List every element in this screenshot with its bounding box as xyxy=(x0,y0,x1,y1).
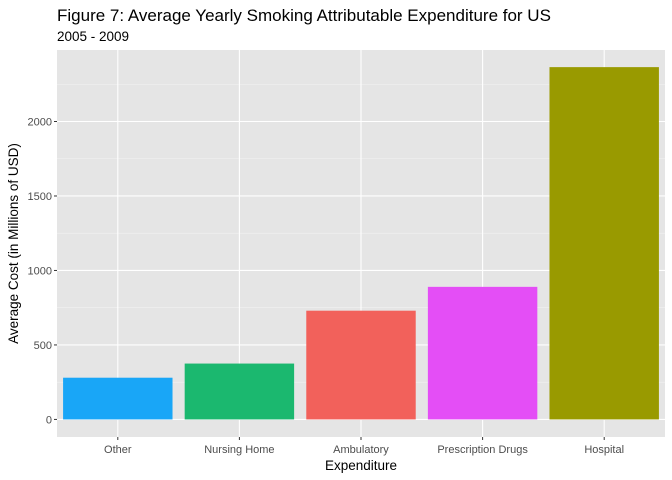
y-tick-label: 0 xyxy=(46,414,52,426)
x-axis-title: Expenditure xyxy=(325,458,397,473)
chart-subtitle: 2005 - 2009 xyxy=(57,29,130,44)
bar-ambulatory xyxy=(306,310,416,420)
y-axis: 0 500 1000 1500 2000 xyxy=(28,117,57,426)
chart-title: Figure 7: Average Yearly Smoking Attribu… xyxy=(57,6,551,25)
x-tick-label: Ambulatory xyxy=(333,444,389,456)
x-tick-label: Prescription Drugs xyxy=(437,444,528,456)
x-tick-label: Hospital xyxy=(584,444,624,456)
x-tick-label: Nursing Home xyxy=(204,444,274,456)
x-axis: Other Nursing Home Ambulatory Prescription … xyxy=(104,437,624,456)
bar-prescription-drugs xyxy=(427,286,538,420)
y-tick-label: 500 xyxy=(34,340,52,352)
y-tick-label: 1000 xyxy=(28,265,52,277)
bar-nursing-home xyxy=(184,363,295,420)
bar-hospital xyxy=(549,67,659,420)
bars xyxy=(63,67,659,420)
y-axis-title: Average Cost (in Millions of USD) xyxy=(6,143,21,344)
y-tick-label: 2000 xyxy=(28,117,52,129)
y-tick-label: 1500 xyxy=(28,191,52,203)
x-tick-label: Other xyxy=(104,444,132,456)
bar-other xyxy=(63,377,173,420)
